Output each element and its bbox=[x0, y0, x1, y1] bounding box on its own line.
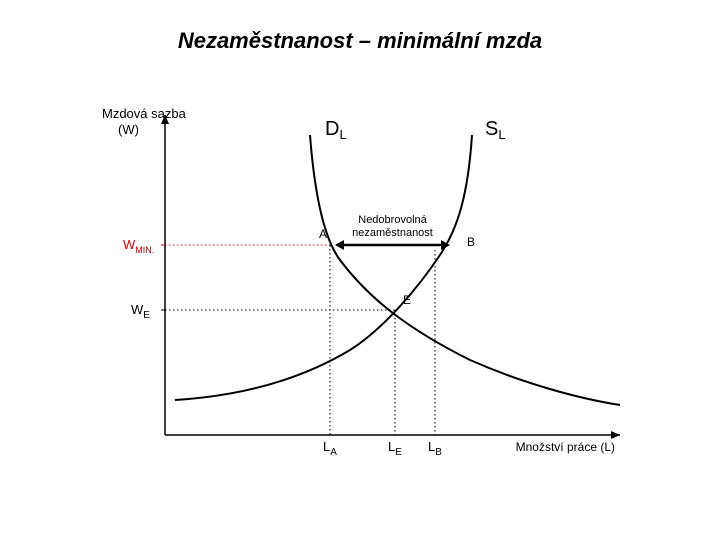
svg-text:A: A bbox=[319, 227, 327, 241]
svg-text:E: E bbox=[403, 293, 411, 307]
svg-text:DL: DL bbox=[325, 118, 347, 142]
svg-text:Nedobrovolná: Nedobrovolná bbox=[358, 214, 427, 226]
svg-text:LB: LB bbox=[428, 439, 442, 458]
svg-text:LE: LE bbox=[388, 439, 402, 458]
economics-chart: Mzdová sazba(W) Množství práce (L) DL SL WMI… bbox=[100, 100, 660, 500]
svg-text:WE: WE bbox=[131, 302, 150, 321]
svg-text:LA: LA bbox=[323, 439, 337, 458]
svg-text:B: B bbox=[467, 235, 475, 249]
svg-text:Mzdová sazba: Mzdová sazba bbox=[102, 106, 187, 121]
svg-text:WMIN.: WMIN. bbox=[123, 237, 154, 255]
page-title: Nezaměstnanost – minimální mzda bbox=[0, 28, 720, 54]
svg-text:(W): (W) bbox=[118, 122, 139, 137]
svg-text:Množství práce (L): Množství práce (L) bbox=[516, 440, 615, 454]
svg-text:nezaměstnanost: nezaměstnanost bbox=[352, 227, 433, 239]
svg-text:SL: SL bbox=[485, 118, 506, 142]
